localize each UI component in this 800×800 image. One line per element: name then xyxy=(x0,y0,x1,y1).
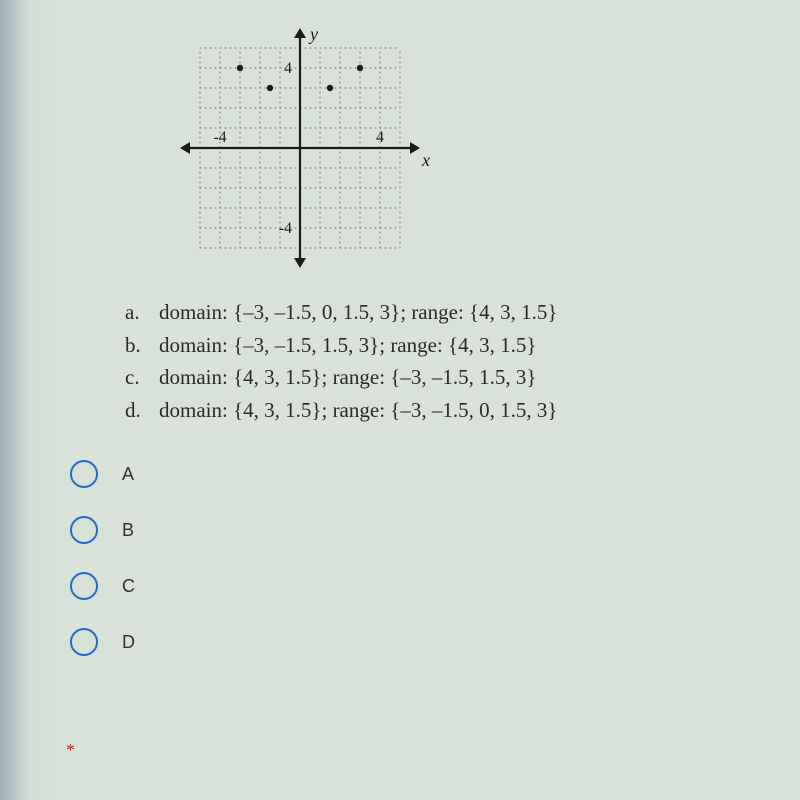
coordinate-graph: -4 4 4 -4 x y xyxy=(170,8,430,293)
required-marker: * xyxy=(66,740,75,761)
page-shadow xyxy=(0,0,60,800)
option-d[interactable]: D xyxy=(70,628,135,656)
answer-c-label: c. xyxy=(125,361,159,394)
answer-a: a. domain: {–3, –1.5, 0, 1.5, 3}; range:… xyxy=(125,296,557,329)
answer-b: b. domain: {–3, –1.5, 1.5, 3}; range: {4… xyxy=(125,329,557,362)
svg-text:x: x xyxy=(421,150,430,170)
answer-c-text: domain: {4, 3, 1.5}; range: {–3, –1.5, 1… xyxy=(159,361,536,394)
radio-b[interactable] xyxy=(70,516,98,544)
answer-b-label: b. xyxy=(125,329,159,362)
answer-d-label: d. xyxy=(125,394,159,427)
radio-d[interactable] xyxy=(70,628,98,656)
svg-text:4: 4 xyxy=(376,129,384,146)
answer-d-text: domain: {4, 3, 1.5}; range: {–3, –1.5, 0… xyxy=(159,394,557,427)
svg-text:4: 4 xyxy=(284,60,292,77)
radio-a[interactable] xyxy=(70,460,98,488)
answer-a-label: a. xyxy=(125,296,159,329)
option-b[interactable]: B xyxy=(70,516,135,544)
svg-text:-4: -4 xyxy=(213,129,226,146)
option-c-label: C xyxy=(122,576,135,597)
graph-svg: -4 4 4 -4 x y xyxy=(170,8,430,288)
radio-options: A B C D xyxy=(70,460,135,684)
svg-text:y: y xyxy=(308,24,318,44)
answer-a-text: domain: {–3, –1.5, 0, 1.5, 3}; range: {4… xyxy=(159,296,557,329)
answer-b-text: domain: {–3, –1.5, 1.5, 3}; range: {4, 3… xyxy=(159,329,536,362)
answer-choices-block: a. domain: {–3, –1.5, 0, 1.5, 3}; range:… xyxy=(125,296,557,426)
radio-c[interactable] xyxy=(70,572,98,600)
option-c[interactable]: C xyxy=(70,572,135,600)
option-b-label: B xyxy=(122,520,134,541)
answer-c: c. domain: {4, 3, 1.5}; range: {–3, –1.5… xyxy=(125,361,557,394)
option-a-label: A xyxy=(122,464,134,485)
option-a[interactable]: A xyxy=(70,460,135,488)
answer-d: d. domain: {4, 3, 1.5}; range: {–3, –1.5… xyxy=(125,394,557,427)
svg-text:-4: -4 xyxy=(279,220,292,237)
option-d-label: D xyxy=(122,632,135,653)
